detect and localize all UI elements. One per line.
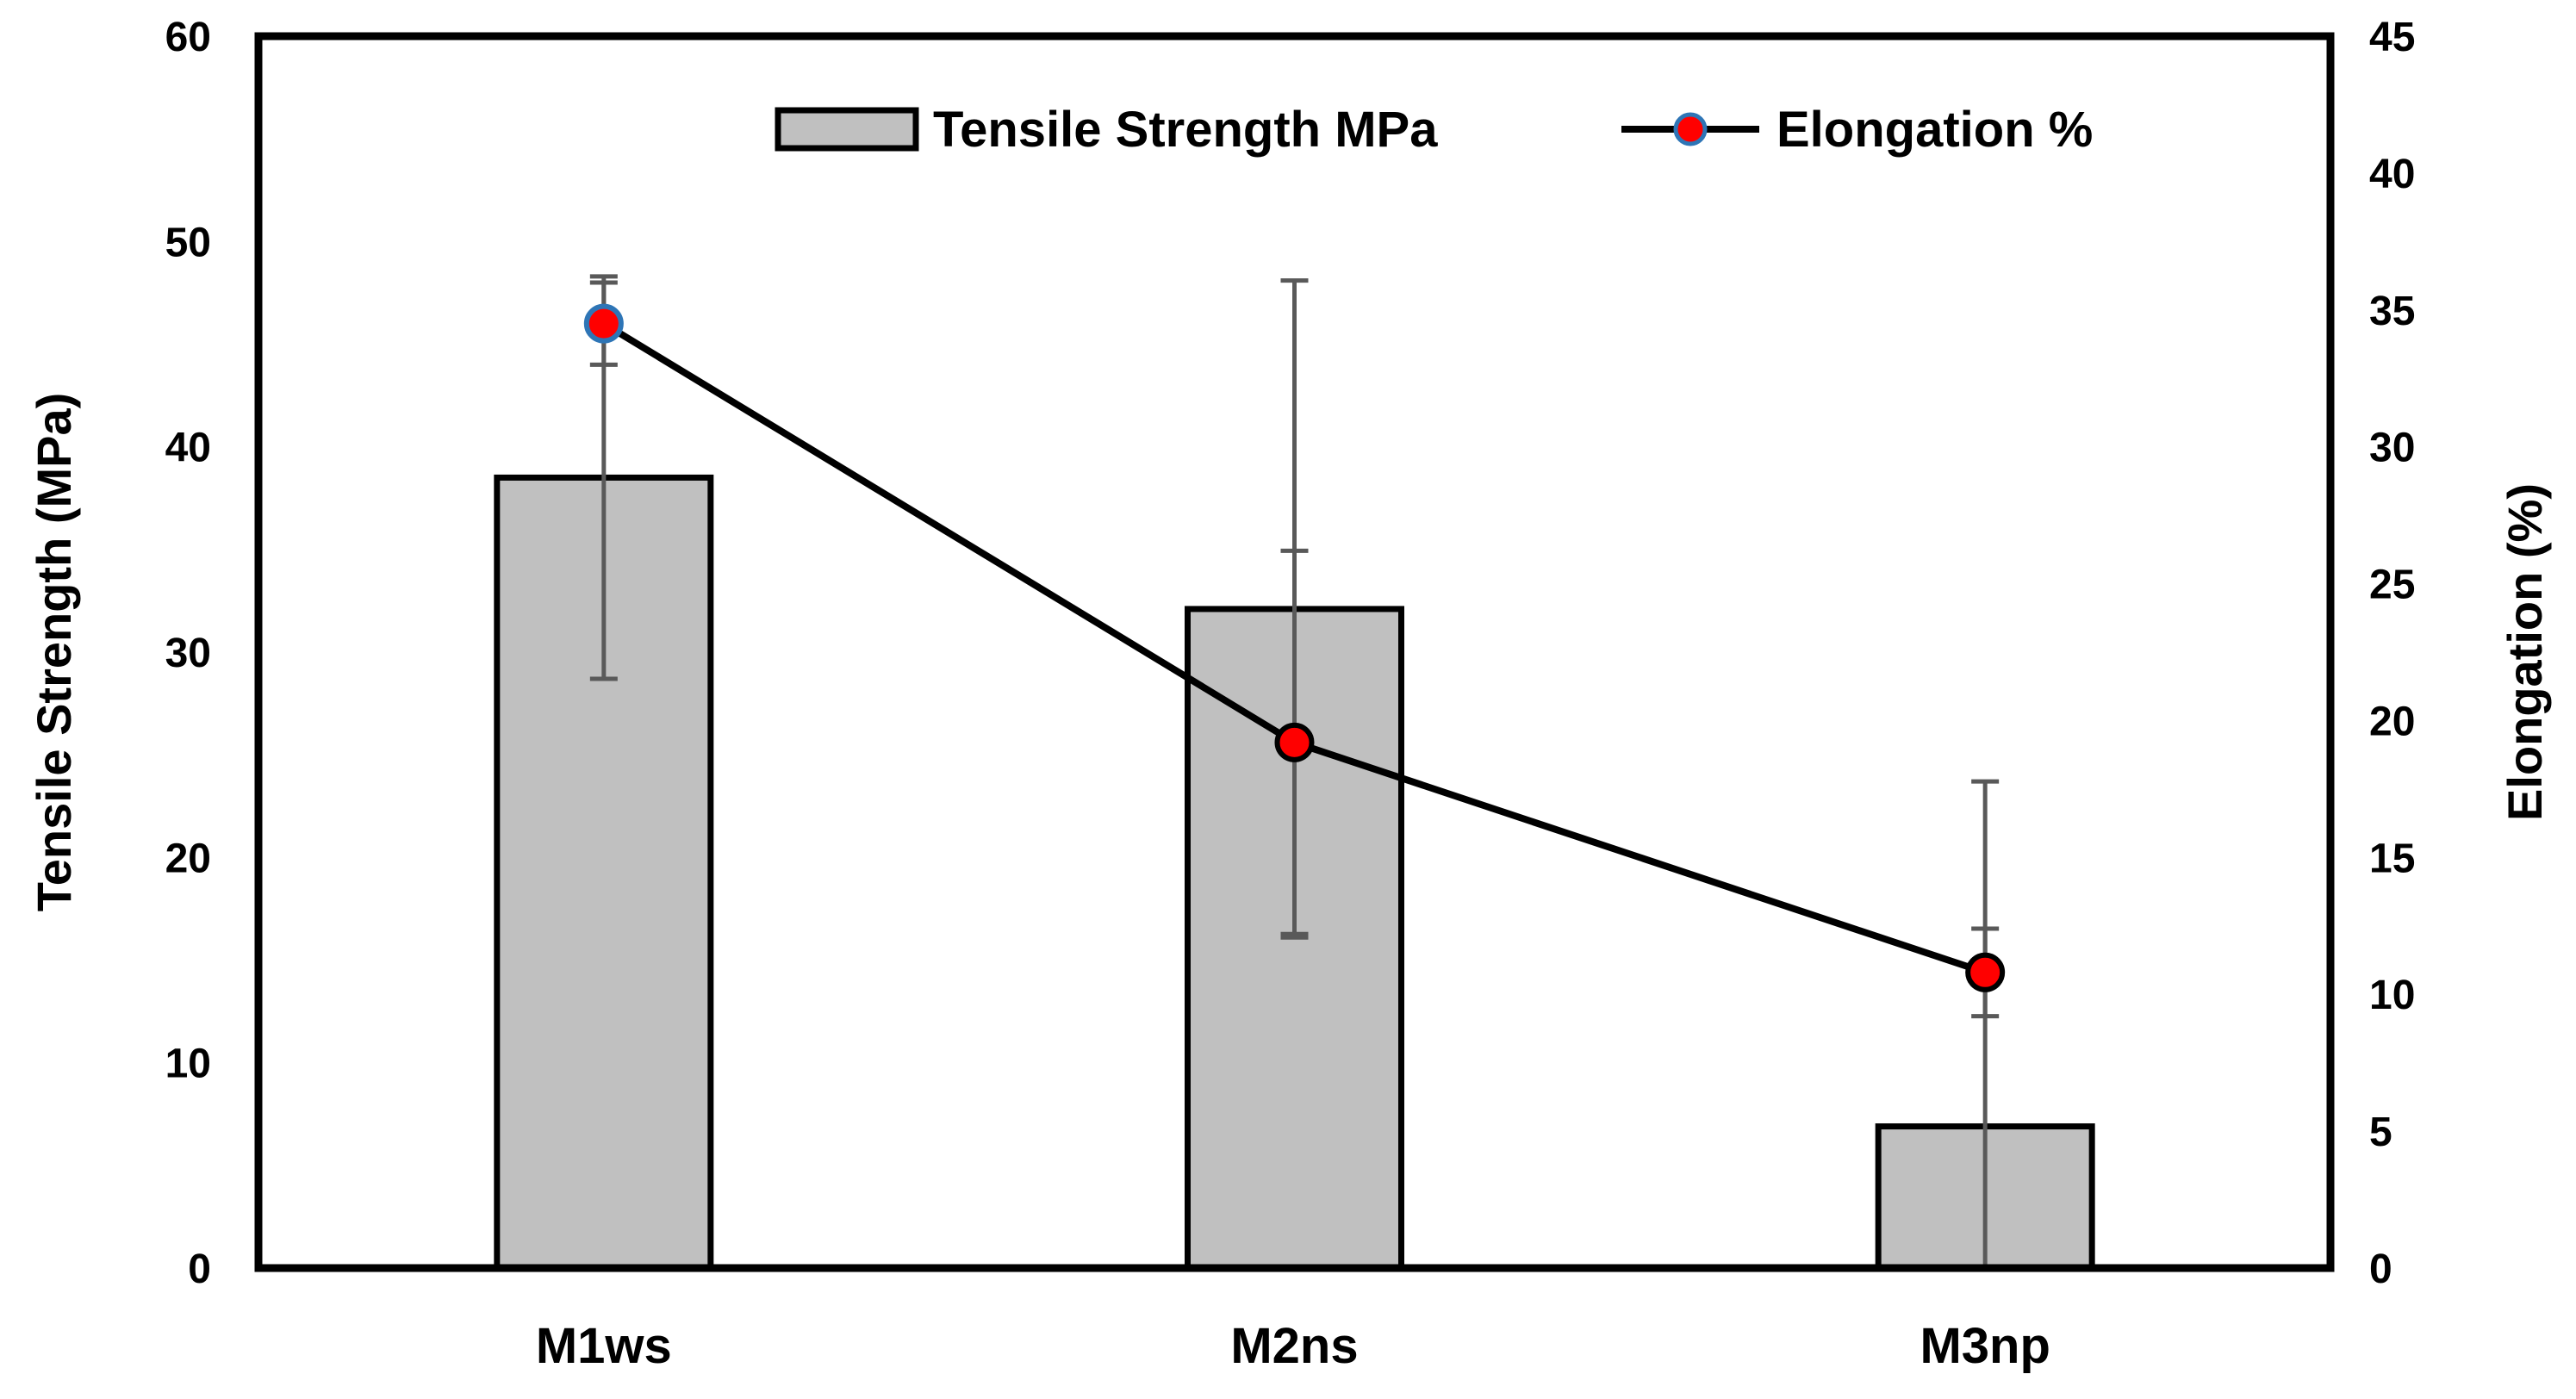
legend: Tensile Strength MPa Elongation %: [775, 102, 2093, 158]
elongation-marker-M3np: [1965, 952, 2006, 992]
left-tick-label: 60: [165, 15, 211, 60]
left-axis-title: Tensile Strength (MPa): [27, 393, 81, 912]
right-tick-label: 0: [2369, 1247, 2392, 1292]
left-tick-label: 30: [165, 631, 211, 676]
right-tick-label: 45: [2369, 15, 2415, 60]
right-tick-label: 10: [2369, 973, 2415, 1018]
right-tick-label: 25: [2369, 563, 2415, 608]
legend-bar-swatch: [775, 107, 919, 152]
left-tick-label: 20: [165, 836, 211, 881]
left-tick-label: 0: [188, 1247, 211, 1292]
right-tick-label: 40: [2369, 152, 2415, 197]
right-tick-label: 30: [2369, 426, 2415, 471]
left-axis-ticks: 0 10 20 30 40 50 60: [165, 15, 211, 1292]
left-tick-label: 10: [165, 1041, 211, 1087]
right-tick-label: 20: [2369, 699, 2415, 744]
elongation-marker-M2ns: [1274, 722, 1315, 762]
left-tick-label: 50: [165, 220, 211, 265]
right-axis-title: Elongation (%): [2498, 483, 2552, 821]
category-label: M1ws: [536, 1318, 672, 1374]
plot-frame: [254, 32, 2335, 1272]
right-axis-ticks: 0 5 10 15 20 25 30 35 40 45: [2369, 15, 2415, 1292]
line-series-layer: [583, 303, 2006, 992]
left-tick-label: 40: [165, 426, 211, 471]
right-tick-label: 15: [2369, 836, 2415, 881]
right-tick-label: 5: [2369, 1110, 2392, 1155]
legend-line-label: Elongation %: [1776, 102, 2093, 158]
bar-error-M3np: [1971, 779, 2000, 1268]
elongation-marker-M1ws: [583, 303, 624, 344]
legend-line-marker: [1673, 112, 1708, 146]
category-label: M2ns: [1230, 1318, 1358, 1374]
right-tick-label: 35: [2369, 289, 2415, 334]
category-labels: M1ws M2ns M3np: [536, 1318, 2050, 1374]
legend-bar-label: Tensile Strength MPa: [933, 102, 1438, 158]
category-label: M3np: [1920, 1318, 2050, 1374]
